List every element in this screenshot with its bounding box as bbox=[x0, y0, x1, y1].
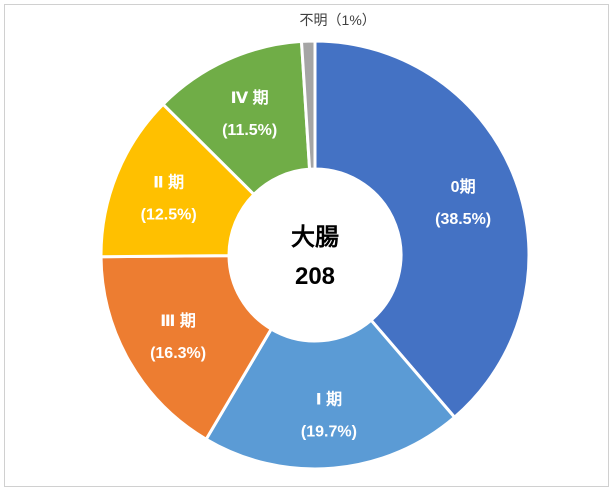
slice-category-4: Ⅳ 期 bbox=[231, 88, 269, 107]
slice-value-2: (16.3%) bbox=[150, 345, 206, 362]
donut-hole bbox=[229, 169, 401, 341]
slice-category-3: Ⅱ 期 bbox=[153, 172, 184, 191]
slice-value-1: (19.7%) bbox=[301, 423, 357, 440]
center-label: 大腸 bbox=[291, 223, 339, 251]
slice-category-2: Ⅲ 期 bbox=[160, 311, 196, 330]
slice-category-1: Ⅰ 期 bbox=[316, 389, 342, 408]
slice-label-5: 不明（1%） bbox=[300, 12, 376, 28]
slice-value-4: (11.5%) bbox=[222, 122, 277, 139]
slice-value-0: (38.5%) bbox=[435, 211, 491, 228]
slice-category-0: 0期 bbox=[451, 177, 476, 196]
slice-labels-group: 0期 (38.5%) Ⅰ 期 (19.7%) Ⅲ 期 (16.3%) Ⅱ 期 (12.5%) Ⅳ… bbox=[141, 12, 491, 440]
center-count: 208 bbox=[295, 263, 335, 290]
slice-value-3: (12.5%) bbox=[141, 206, 197, 223]
